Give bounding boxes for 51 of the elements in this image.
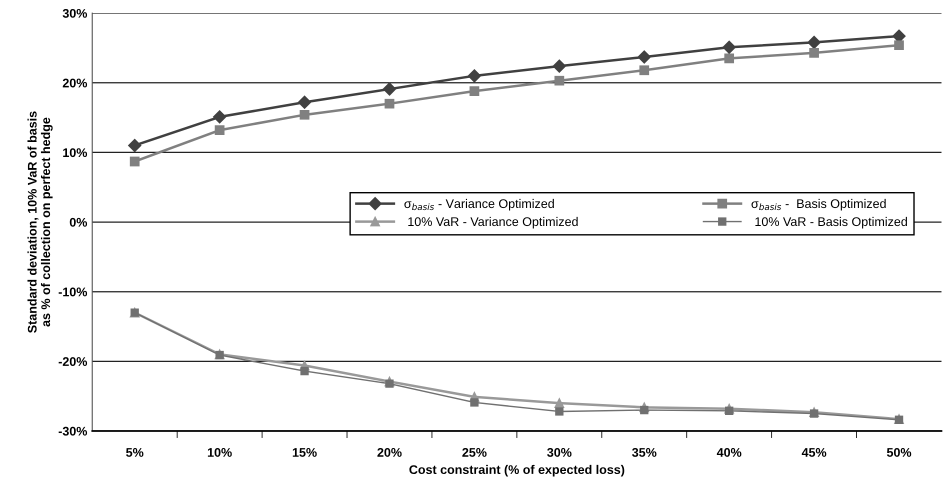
x-tick-label: 20% (377, 448, 402, 457)
point (214, 125, 224, 136)
point (470, 398, 479, 407)
point (894, 40, 904, 50)
x-tick-label: 5% (126, 448, 144, 457)
x-tick-label: 45% (802, 448, 826, 457)
point (385, 379, 394, 388)
point (384, 98, 394, 109)
y-tick-label: 10% (63, 148, 88, 158)
point (468, 69, 481, 82)
point (300, 110, 310, 120)
y-tick-label: -20% (58, 357, 88, 366)
y-tick-label: 0% (70, 218, 88, 227)
x-tick-label: 25% (462, 448, 487, 457)
point (130, 156, 140, 166)
point (300, 366, 309, 376)
y-tick-label: -30% (58, 426, 88, 436)
point (639, 65, 650, 76)
x-tick-label: 35% (632, 448, 656, 457)
point (725, 406, 734, 415)
point (552, 59, 566, 73)
point (808, 36, 821, 49)
point (382, 82, 396, 96)
point (554, 398, 564, 408)
x-tick-label: 10% (208, 448, 232, 457)
x-tick-label: 30% (547, 448, 572, 457)
y-axis-title: Standard deviation, 10% VaR of basis as % of collection on perfect hedge (27, 111, 53, 333)
point (810, 409, 818, 418)
legend-label: σ$_{basis}$ - Variance Optimized (404, 198, 554, 211)
point (555, 407, 564, 416)
point (894, 416, 904, 424)
point (724, 54, 734, 64)
point (298, 96, 312, 109)
point (128, 138, 142, 152)
legend-label: 10% VaR - Variance Optimized (408, 216, 578, 229)
x-axis-title: Cost constraint (% of expected loss) (409, 464, 624, 477)
point (809, 48, 819, 58)
point (638, 50, 651, 64)
y-tick-label: 20% (62, 78, 88, 88)
point (470, 86, 480, 96)
point (640, 406, 648, 414)
point (213, 110, 226, 124)
legend-label: 10% VaR - Basis Optimized (755, 216, 907, 229)
point (554, 76, 564, 86)
x-tick-label: 50% (886, 448, 912, 457)
point (722, 40, 736, 54)
y-tick-label: -10% (58, 288, 88, 296)
legend-label: σ$_{basis}$ - Basis Optimized (752, 198, 886, 211)
x-tick-label: 40% (716, 448, 742, 457)
y-tick-label: 30% (62, 8, 88, 18)
x-tick-label: 15% (292, 448, 317, 457)
